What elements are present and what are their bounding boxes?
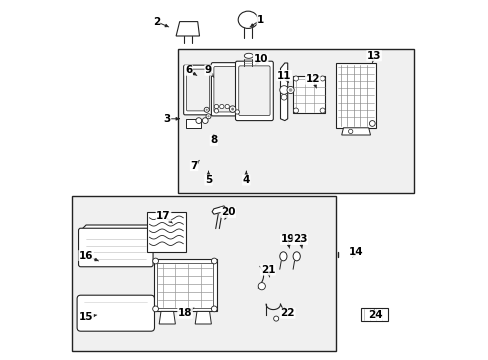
Circle shape xyxy=(279,86,288,94)
Circle shape xyxy=(205,114,211,119)
Circle shape xyxy=(196,118,201,123)
Circle shape xyxy=(214,109,218,113)
Text: 4: 4 xyxy=(242,175,249,185)
Circle shape xyxy=(286,86,294,94)
FancyBboxPatch shape xyxy=(183,65,212,115)
Bar xyxy=(292,76,325,113)
Text: 14: 14 xyxy=(348,247,363,257)
Polygon shape xyxy=(176,22,199,36)
Text: 19: 19 xyxy=(280,234,294,244)
Polygon shape xyxy=(81,225,156,230)
Circle shape xyxy=(152,258,158,264)
Text: 12: 12 xyxy=(305,74,320,84)
Text: 6: 6 xyxy=(184,65,192,75)
Text: 17: 17 xyxy=(156,211,170,221)
FancyBboxPatch shape xyxy=(186,69,209,111)
Ellipse shape xyxy=(244,53,253,58)
Text: 1: 1 xyxy=(257,15,264,25)
Text: 16: 16 xyxy=(79,251,93,261)
Bar xyxy=(146,212,186,252)
FancyBboxPatch shape xyxy=(77,295,154,331)
Circle shape xyxy=(152,306,158,312)
Circle shape xyxy=(229,106,235,112)
Circle shape xyxy=(273,316,278,321)
Circle shape xyxy=(204,107,209,112)
Circle shape xyxy=(211,258,217,264)
Circle shape xyxy=(288,88,292,92)
Circle shape xyxy=(320,76,325,81)
FancyBboxPatch shape xyxy=(235,61,273,121)
Bar xyxy=(178,49,413,193)
Bar xyxy=(72,196,336,351)
Text: 5: 5 xyxy=(204,175,212,185)
Text: 23: 23 xyxy=(292,234,307,244)
Ellipse shape xyxy=(279,252,286,261)
Bar xyxy=(360,308,387,321)
Circle shape xyxy=(281,94,286,100)
Polygon shape xyxy=(195,311,211,324)
Text: 21: 21 xyxy=(260,265,275,275)
Text: 2: 2 xyxy=(152,17,160,27)
Polygon shape xyxy=(280,63,287,121)
Circle shape xyxy=(293,76,298,81)
Circle shape xyxy=(348,129,352,134)
Polygon shape xyxy=(341,128,370,135)
Circle shape xyxy=(219,104,224,109)
Circle shape xyxy=(293,108,298,113)
Text: 15: 15 xyxy=(79,312,93,322)
FancyBboxPatch shape xyxy=(211,63,238,116)
Ellipse shape xyxy=(238,11,258,28)
Text: 18: 18 xyxy=(178,308,192,318)
Circle shape xyxy=(211,306,217,312)
Text: 7: 7 xyxy=(190,161,197,171)
Text: 3: 3 xyxy=(163,114,170,124)
Text: 13: 13 xyxy=(366,51,381,61)
Bar xyxy=(157,263,213,308)
Circle shape xyxy=(235,110,239,114)
Text: 24: 24 xyxy=(368,310,383,320)
Text: 22: 22 xyxy=(280,308,294,318)
Circle shape xyxy=(258,283,265,290)
Text: 10: 10 xyxy=(253,54,267,64)
Text: 9: 9 xyxy=(204,65,212,75)
Text: 20: 20 xyxy=(221,207,235,217)
Circle shape xyxy=(224,104,229,109)
FancyBboxPatch shape xyxy=(238,66,269,116)
Polygon shape xyxy=(159,311,175,324)
Bar xyxy=(185,119,201,128)
Circle shape xyxy=(207,115,209,117)
Circle shape xyxy=(368,121,374,126)
Circle shape xyxy=(202,118,208,123)
Circle shape xyxy=(320,108,325,113)
FancyBboxPatch shape xyxy=(79,228,153,267)
Polygon shape xyxy=(212,206,226,214)
Bar xyxy=(336,63,375,128)
Text: 11: 11 xyxy=(276,71,291,81)
Circle shape xyxy=(231,108,234,111)
Text: 8: 8 xyxy=(210,135,217,145)
Circle shape xyxy=(214,104,218,109)
Circle shape xyxy=(205,109,207,111)
Bar xyxy=(153,259,216,311)
FancyBboxPatch shape xyxy=(213,67,236,112)
Ellipse shape xyxy=(292,252,300,261)
